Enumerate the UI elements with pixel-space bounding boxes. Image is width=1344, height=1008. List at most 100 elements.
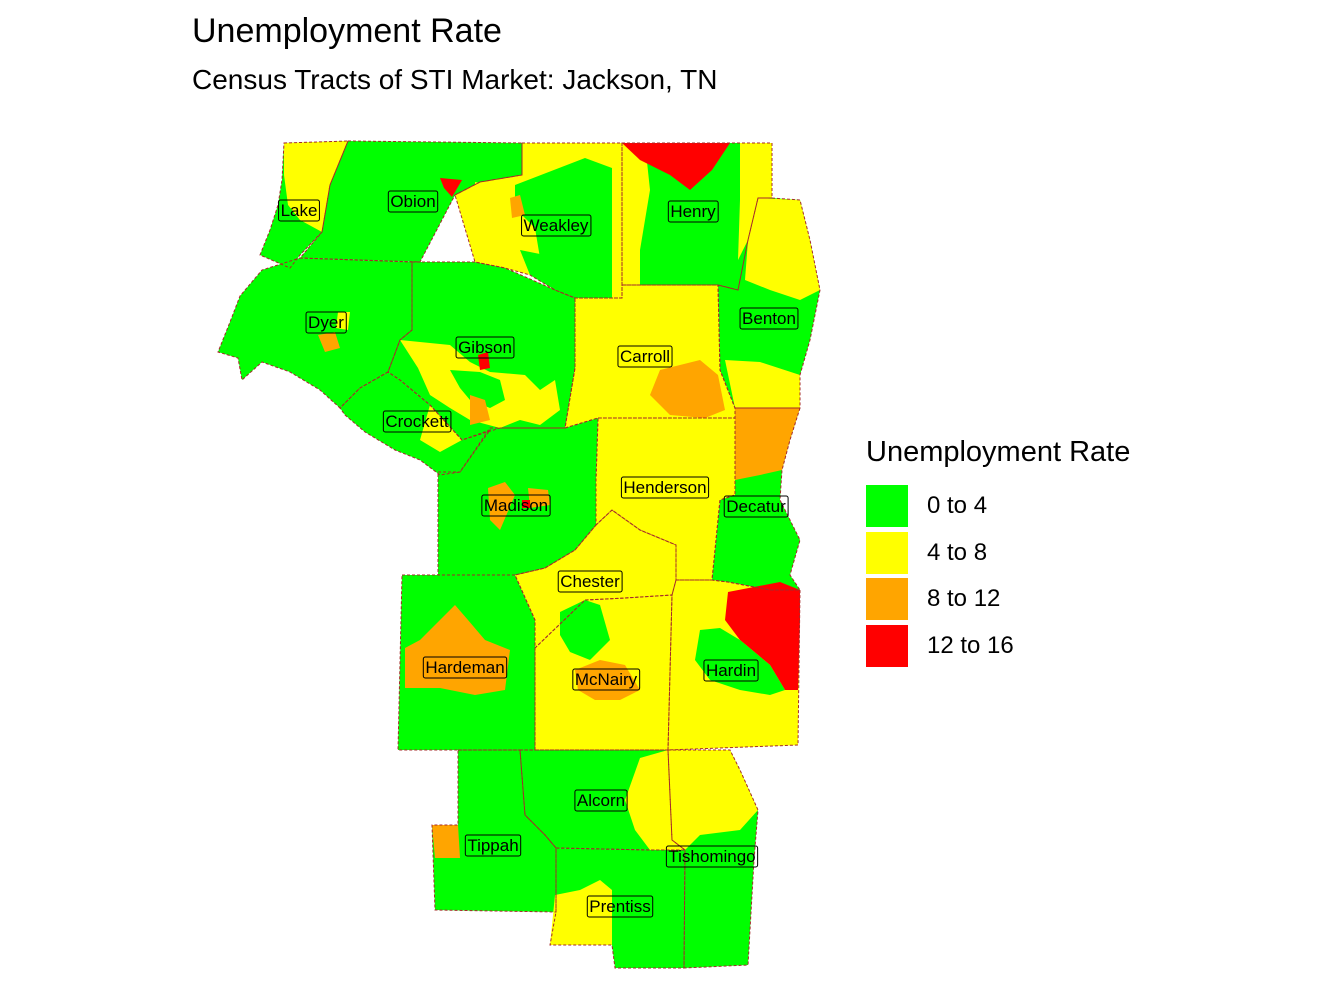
county-henry — [622, 143, 772, 290]
county-border — [667, 749, 759, 969]
county-label-text: Prentiss — [589, 897, 650, 916]
county-label-hardin: Hardin — [703, 659, 759, 682]
county-label-hardeman: Hardeman — [422, 656, 508, 679]
county-label-tippah: Tippah — [464, 834, 522, 857]
county-label-decatur: Decatur — [723, 495, 789, 518]
county-border — [431, 749, 557, 913]
tract-patch — [668, 580, 798, 750]
county-label-box — [617, 345, 673, 368]
map-title: Unemployment Rate — [192, 12, 502, 50]
tract-patch — [432, 825, 460, 858]
tract-patch — [725, 360, 800, 408]
county-label-alcorn: Alcorn — [574, 789, 628, 812]
county-label-box — [481, 494, 551, 517]
county-label-text: Lake — [281, 201, 318, 220]
tract-patch — [598, 418, 735, 480]
county-label-weakley: Weakley — [521, 214, 592, 237]
county-label-text: Gibson — [458, 338, 512, 357]
county-label-box — [422, 656, 508, 679]
county-obion — [300, 141, 522, 262]
county-label-text: Alcorn — [577, 791, 625, 810]
tract-patch — [650, 360, 725, 418]
county-label-madison: Madison — [481, 494, 551, 517]
tract-patch — [440, 178, 462, 197]
county-madison — [438, 418, 598, 575]
legend-swatch — [866, 578, 908, 621]
county-border — [454, 142, 623, 299]
county-label-box — [521, 214, 592, 237]
tract-patch — [420, 405, 462, 452]
county-borders — [217, 140, 821, 969]
tract-patch — [470, 395, 490, 425]
county-label-carroll: Carroll — [617, 345, 673, 368]
county-label-box — [382, 410, 452, 433]
county-border — [514, 509, 677, 650]
tract-patch — [318, 332, 340, 352]
county-label-prentiss: Prentiss — [586, 895, 654, 918]
county-label-box — [557, 570, 623, 593]
county-label-box — [572, 668, 641, 691]
tract-patch — [575, 298, 622, 420]
county-border — [711, 407, 801, 591]
county-crockett — [340, 372, 490, 475]
legend-item-4-8: 4 to 8 — [866, 530, 1186, 577]
county-tippah — [432, 750, 556, 912]
legend-label: 4 to 8 — [927, 538, 988, 566]
legend-item-0-4: 0 to 4 — [866, 483, 1186, 530]
legend-item-8-12: 8 to 12 — [866, 576, 1186, 623]
legend: Unemployment Rate 0 to 4 4 to 8 8 to 12 … — [866, 436, 1186, 669]
county-label-obion: Obion — [387, 190, 439, 213]
legend-item-12-16: 12 to 16 — [866, 623, 1186, 670]
county-label-text: Madison — [484, 496, 548, 515]
county-label-box — [620, 476, 710, 499]
county-label-chester: Chester — [557, 570, 623, 593]
county-label-box — [455, 336, 515, 359]
county-label-box — [305, 311, 347, 334]
tract-patch — [450, 370, 505, 408]
county-label-henry: Henry — [667, 200, 719, 223]
county-label-tishomingo: Tishomingo — [665, 845, 759, 868]
county-label-box — [665, 845, 759, 868]
county-label-text: McNairy — [575, 670, 638, 689]
county-label-box — [739, 307, 799, 330]
tract-patch — [405, 605, 510, 695]
county-label-text: Tippah — [467, 836, 518, 855]
tract-patch — [622, 143, 650, 285]
county-label-text: Decatur — [726, 497, 786, 516]
county-label-box — [278, 199, 320, 222]
county-label-text: Tishomingo — [668, 847, 755, 866]
tract-patch — [522, 500, 530, 508]
county-label-text: Weakley — [524, 216, 589, 235]
county-label-lake: Lake — [278, 199, 320, 222]
county-label-box — [586, 895, 654, 918]
county-label-text: Obion — [390, 192, 435, 211]
county-label-text: Hardin — [706, 661, 756, 680]
county-label-text: Chester — [560, 572, 620, 591]
county-label-dyer: Dyer — [305, 311, 347, 334]
tract-patch — [625, 750, 758, 850]
county-label-box — [387, 190, 439, 213]
legend-label: 8 to 12 — [927, 585, 1001, 613]
county-label-text: Carroll — [620, 347, 670, 366]
tract-patch — [528, 488, 550, 508]
county-label-box — [667, 200, 719, 223]
legend-swatch — [866, 531, 908, 574]
county-border — [564, 284, 736, 429]
county-label-crockett: Crockett — [382, 410, 452, 433]
tract-patch — [475, 182, 520, 268]
tract-patch — [488, 482, 515, 530]
county-label-text: Henderson — [623, 478, 706, 497]
tract-patch — [284, 141, 348, 232]
legend-label: 0 to 4 — [927, 492, 988, 520]
tract-patch — [738, 143, 772, 260]
tract-patch — [622, 143, 730, 190]
county-border — [667, 579, 801, 751]
county-label-text: Hardeman — [425, 658, 504, 677]
tract-patch — [680, 285, 718, 360]
county-label-box — [464, 834, 522, 857]
tract-patch — [510, 195, 525, 218]
tract-patch — [695, 628, 785, 695]
tract-patch — [560, 600, 610, 660]
tract-patch — [725, 582, 800, 690]
